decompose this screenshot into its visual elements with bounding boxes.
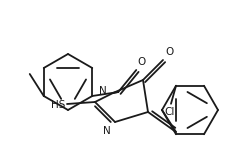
Text: N: N: [99, 86, 107, 96]
Text: Cl: Cl: [165, 107, 175, 117]
Text: HS: HS: [51, 100, 65, 110]
Text: O: O: [137, 57, 146, 67]
Text: O: O: [165, 47, 173, 57]
Text: N: N: [103, 126, 111, 136]
